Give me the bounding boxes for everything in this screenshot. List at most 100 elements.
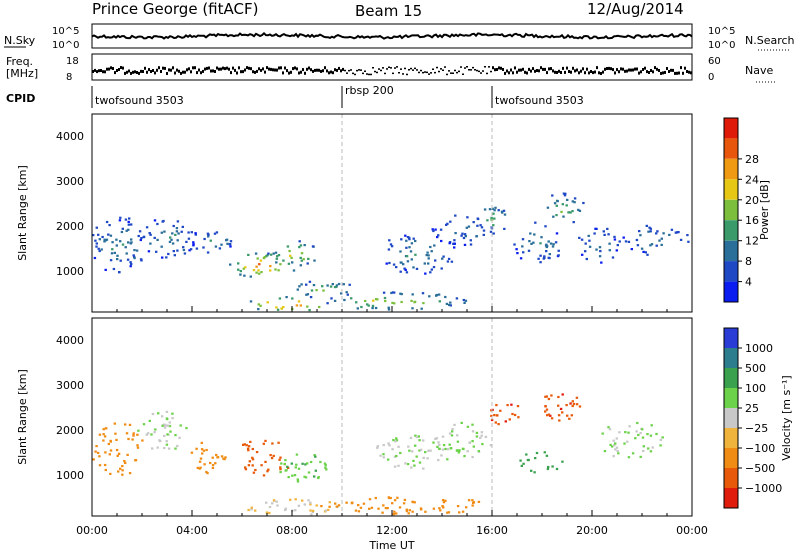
- freq-mark: [560, 71, 562, 74]
- power-cell: [374, 306, 378, 310]
- freq-mark: [416, 69, 418, 71]
- velocity-cell: [427, 449, 430, 452]
- noise-left-tick-top: 10^5: [52, 26, 79, 37]
- power-cell: [554, 241, 558, 244]
- velocity-cell: [479, 436, 482, 439]
- velocity-cell: [504, 420, 507, 423]
- freq-mark: [398, 72, 400, 74]
- power-cell: [546, 206, 550, 209]
- freq-mark: [540, 66, 542, 70]
- velocity-cell: [543, 451, 546, 454]
- power-cell: [298, 285, 301, 288]
- power-cell: [486, 219, 489, 222]
- power-cell: [124, 218, 128, 221]
- freq-mark: [686, 70, 688, 73]
- noise-trace: [91, 31, 693, 40]
- velocity-cell: [272, 454, 275, 457]
- freq-mark: [94, 68, 96, 72]
- velocity-cell: [405, 510, 409, 513]
- velocity-cell: [646, 433, 649, 436]
- velocity-cell: [575, 403, 579, 406]
- velocity-cell: [247, 445, 251, 448]
- velocity-cell: [199, 466, 202, 469]
- velocity-cell: [547, 397, 551, 401]
- velocity-cell: [447, 511, 451, 514]
- velocity-cell: [370, 506, 374, 509]
- power-cell: [479, 224, 482, 227]
- freq-mark: [206, 66, 208, 70]
- velocity-cell: [255, 451, 259, 454]
- velocity-colorbar: 1000 500 100 25 −25 −100 −500 −1000 Velocity [m…: [723, 327, 793, 509]
- power-cell: [410, 299, 413, 302]
- velocity-cell: [551, 465, 554, 468]
- power-cell: [391, 301, 394, 304]
- velocity-cell: [294, 498, 297, 501]
- freq-mark: [114, 71, 116, 75]
- velocity-cell: [271, 442, 274, 445]
- freq-frame: [91, 53, 693, 81]
- freq-mark: [262, 67, 264, 71]
- velocity-cell: [295, 453, 299, 456]
- velocity-cell: [395, 439, 399, 442]
- freq-mark: [534, 69, 536, 73]
- freq-mark: [230, 71, 232, 75]
- velocity-cell: [461, 447, 465, 450]
- power-cell: [239, 270, 242, 273]
- velocity-cell: [601, 432, 604, 435]
- power-cell: [557, 249, 560, 252]
- power-cell: [600, 261, 603, 264]
- velocity-cell: [393, 510, 396, 513]
- velocity-cell: [418, 461, 422, 464]
- velocity-cell: [426, 457, 429, 460]
- freq-mark: [168, 68, 170, 72]
- velocity-cell: [397, 445, 400, 448]
- velocity-cell: [211, 466, 215, 470]
- velocity-cell: [561, 460, 564, 463]
- velocity-cell: [568, 417, 571, 420]
- velocity-cell: [472, 445, 475, 448]
- power-cell: [466, 216, 469, 219]
- power-cell: [655, 244, 658, 247]
- freq-mark: [288, 71, 290, 75]
- freq-mark: [282, 71, 284, 75]
- velocity-cell: [109, 449, 113, 452]
- freq-mark: [412, 69, 414, 71]
- freq-mark: [494, 68, 496, 72]
- velocity-cell: [265, 511, 269, 514]
- velocity-cell: [642, 449, 645, 453]
- power-cell: [490, 216, 493, 219]
- velocity-cell: [466, 425, 470, 428]
- freq-mark: [164, 66, 166, 70]
- power-cell: [367, 304, 370, 307]
- freq-mark: [576, 68, 578, 72]
- velocity-cell: [254, 468, 257, 472]
- velocity-cell: [251, 458, 255, 461]
- freq-mark: [492, 66, 494, 70]
- power-cell: [582, 201, 585, 205]
- freq-mark: [678, 71, 680, 75]
- freq-mark: [208, 66, 210, 70]
- xtick-6: 00:00: [676, 524, 708, 537]
- power-cell: [109, 234, 113, 237]
- velocity-cell: [450, 447, 453, 450]
- velocity-cell: [453, 423, 456, 426]
- power-colorbar-ticklabel: 8: [745, 255, 752, 268]
- freq-mark: [202, 69, 204, 73]
- velocity-cell: [480, 431, 484, 434]
- velocity-cell: [571, 404, 574, 408]
- velocity-cell: [200, 448, 204, 451]
- power-cell: [545, 245, 549, 248]
- power-colorbar-ticklabel: 20: [745, 194, 759, 207]
- power-cell: [337, 282, 341, 286]
- power-cell: [160, 231, 163, 234]
- freq-mark: [528, 67, 530, 71]
- power-cell: [547, 240, 550, 243]
- power-cell: [267, 252, 270, 255]
- velocity-cell: [103, 435, 107, 438]
- velocity-cell: [392, 439, 395, 442]
- velocity-ytick-4000: 4000: [56, 334, 84, 347]
- velocity-cell: [214, 462, 217, 465]
- freq-mark: [572, 66, 574, 70]
- velocity-cell: [384, 507, 388, 510]
- power-cell: [243, 274, 246, 277]
